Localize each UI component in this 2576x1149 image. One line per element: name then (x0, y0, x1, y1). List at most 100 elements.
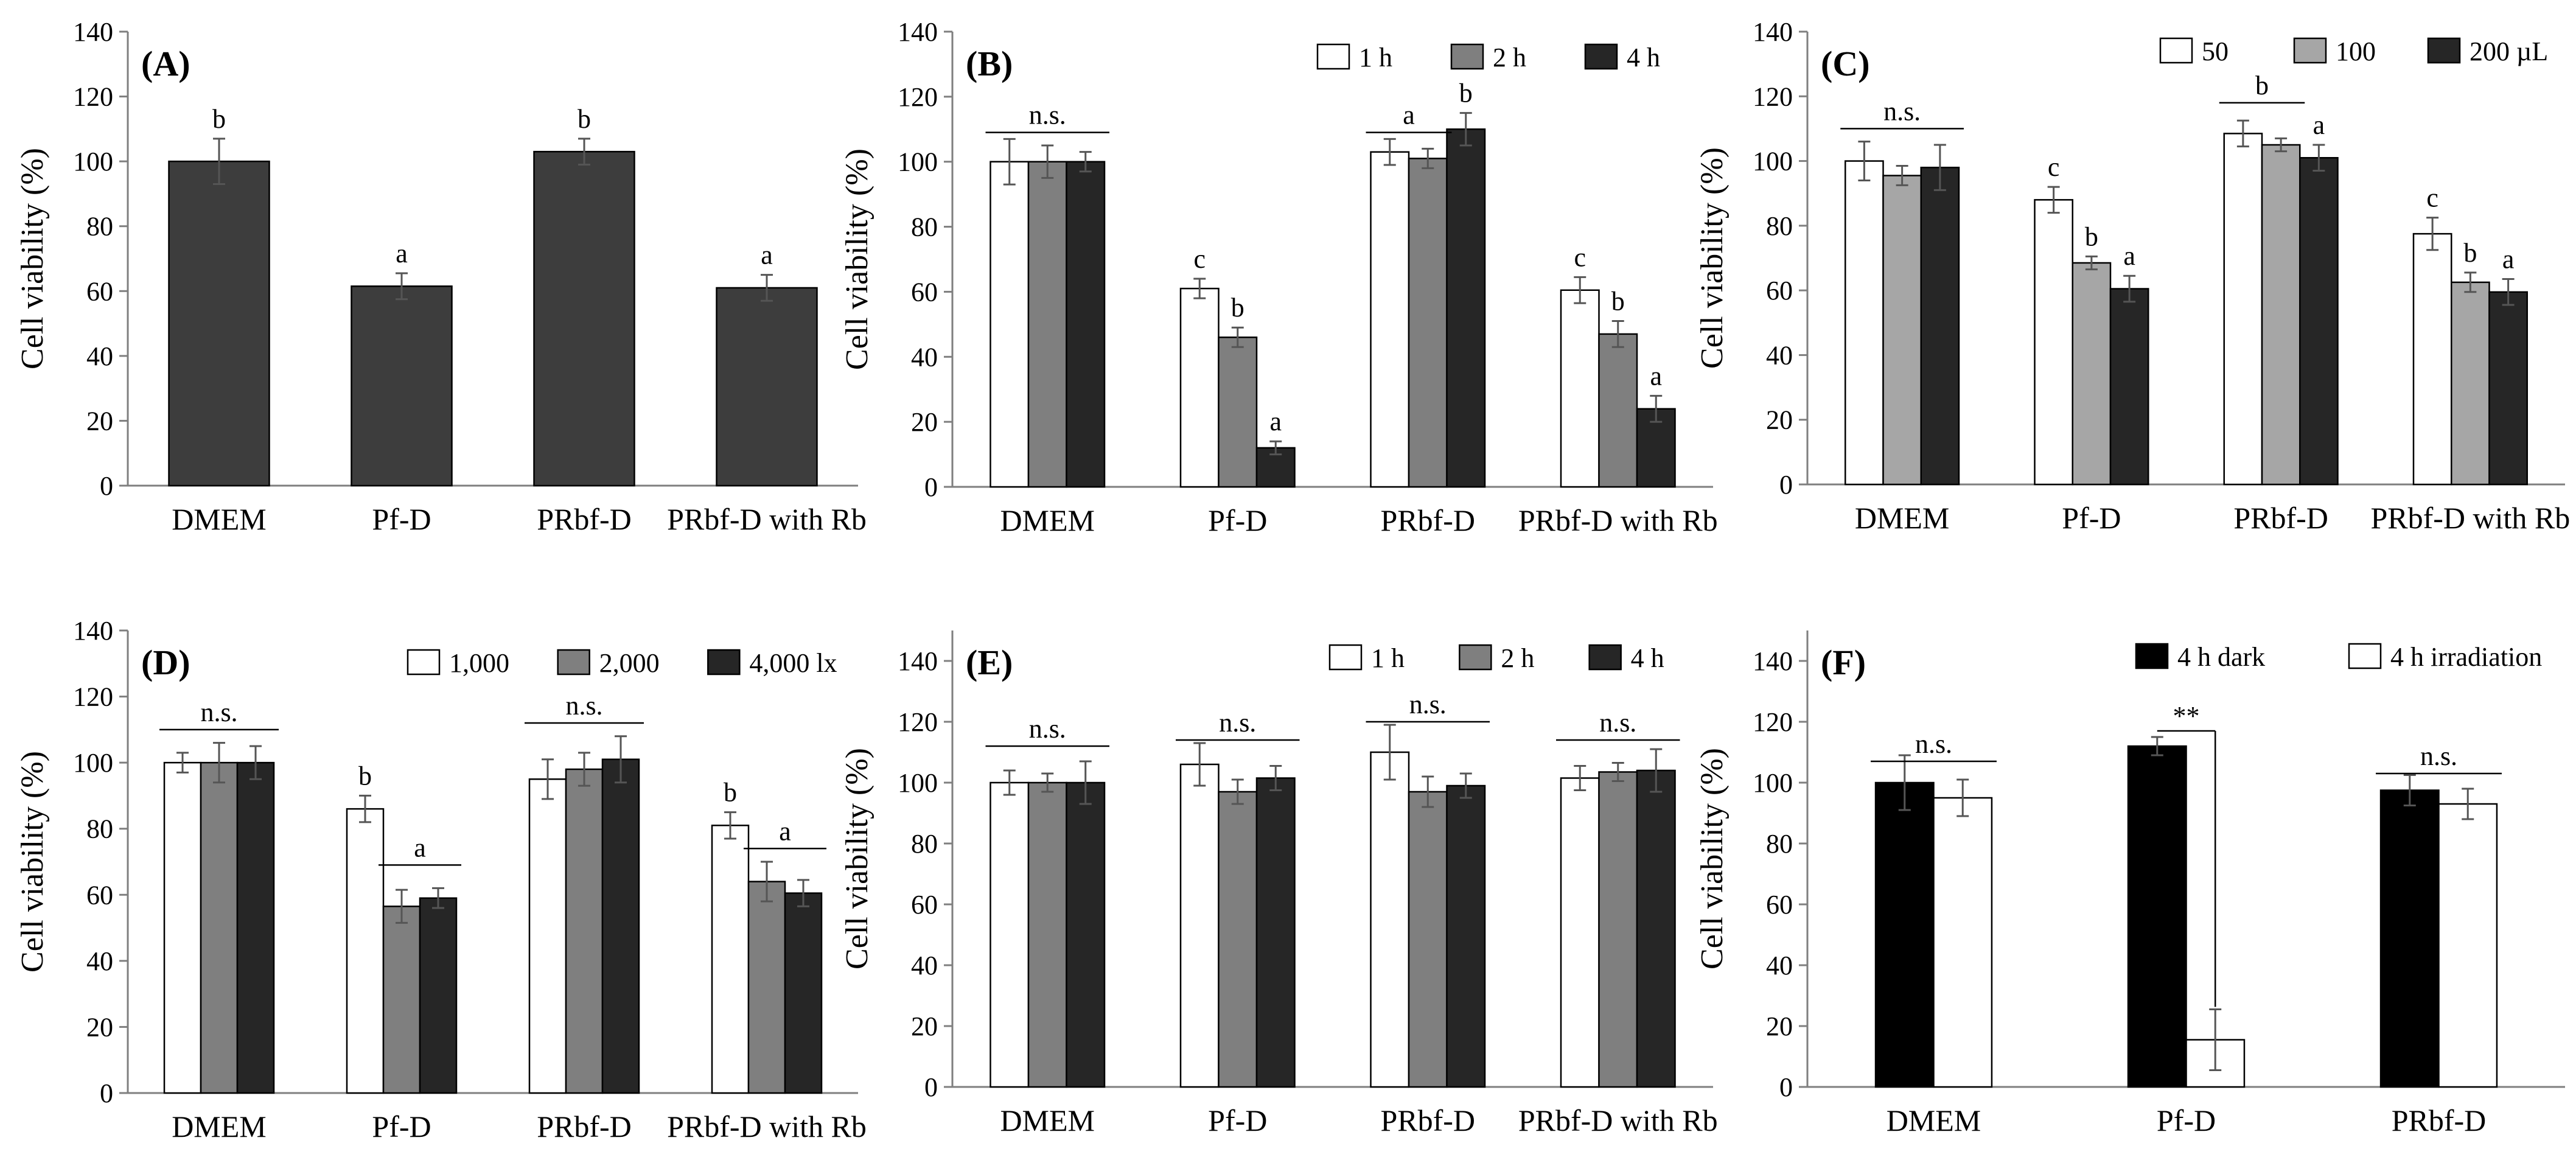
panel-1: 0 20 40 60 80 100 120 140 Cell viability (%) DMEM… (840, 17, 1718, 537)
category-label: DMEM (1000, 503, 1095, 537)
panel-2: 0 20 40 60 80 100 120 140 Cell viability (%) DMEM… (1695, 17, 2570, 535)
bracket-label: n.s. (1219, 708, 1256, 738)
category-label: Pf-D (2157, 1103, 2216, 1137)
bracket-label: n.s. (1409, 690, 1447, 719)
significance-letter: a (1650, 361, 1662, 391)
y-tick-label: 140 (73, 616, 113, 646)
category-label: Pf-D (372, 1109, 431, 1144)
significance-letter: b (1459, 79, 1473, 108)
bar (1636, 769, 1676, 1088)
y-tick-label: 20 (911, 1011, 938, 1041)
legend: 1 h 2 h 4 h (1328, 643, 1664, 673)
legend-swatch (1328, 644, 1363, 671)
legend-swatch (1316, 43, 1350, 70)
panel-4: 0 20 40 60 80 100 120 140 Cell viability (%) DMEM… (840, 630, 1718, 1137)
significance-letter: a (2313, 110, 2325, 140)
panel-label: (E) (966, 643, 1013, 682)
category-label: PRbf-D (2392, 1103, 2487, 1137)
category-label: DMEM (172, 1109, 267, 1144)
category-label: Pf-D (1208, 503, 1267, 537)
legend-label: 1 h (1371, 643, 1405, 673)
bar (601, 758, 640, 1094)
panel-label: (A) (141, 44, 190, 83)
bracket-label: n.s. (1883, 96, 1921, 126)
y-axis-label: Cell viability (%) (840, 748, 874, 969)
category-label: PRbf-D (537, 502, 632, 536)
legend-swatch (1450, 43, 1484, 70)
y-axis-label: Cell viability (%) (1695, 748, 1730, 969)
y-tick-label: 40 (1766, 340, 1793, 370)
bar (533, 150, 635, 487)
bar (1027, 781, 1067, 1088)
bar (2451, 281, 2490, 486)
y-tick-label: 40 (86, 946, 113, 976)
y-tick-label: 0 (924, 472, 938, 502)
y-tick-label: 60 (86, 276, 113, 306)
y-tick-label: 0 (100, 1078, 113, 1108)
bar (2488, 291, 2528, 486)
bar (784, 892, 823, 1094)
y-tick-label: 80 (911, 212, 938, 242)
y-tick-label: 20 (1766, 405, 1793, 435)
sig-label: ** (2173, 701, 2200, 731)
bracket-label: n.s. (200, 697, 237, 727)
legend-label: 4 h (1627, 43, 1660, 72)
y-tick-label: 60 (911, 890, 938, 920)
category-label: PRbf-D with Rb (2370, 501, 2570, 535)
category-label: Pf-D (1208, 1103, 1267, 1137)
significance-letter: b (2463, 238, 2477, 268)
category-label: PRbf-D with Rb (1518, 503, 1718, 537)
significance-letter: a (2123, 241, 2135, 271)
significance-letter: b (212, 104, 226, 134)
legend-label: 200 µL (2470, 37, 2548, 66)
bar (1446, 784, 1486, 1088)
y-tick-label: 0 (924, 1072, 938, 1102)
legend-label: 4,000 lx (749, 648, 837, 678)
legend: 4 h dark 4 h irradiation (2135, 642, 2542, 672)
y-axis-label: Cell viability (%) (1695, 147, 1730, 369)
y-tick-label: 60 (911, 277, 938, 307)
bracket-label: n.s. (1029, 100, 1066, 130)
bar (1027, 161, 1067, 488)
bar (2034, 199, 2073, 486)
significance-letter: b (358, 761, 372, 791)
bar (1066, 161, 1106, 488)
legend-swatch (2159, 37, 2193, 64)
bar (1560, 777, 1600, 1088)
bar (2379, 789, 2440, 1088)
bar (2438, 803, 2498, 1088)
bar (1598, 333, 1638, 488)
bar (2223, 133, 2263, 486)
y-tick-label: 100 (73, 147, 113, 176)
y-tick-label: 100 (898, 147, 938, 177)
legend-label: 1,000 (449, 648, 509, 678)
category-label: Pf-D (2062, 501, 2121, 535)
bar (1920, 166, 1960, 486)
significance-letter: b (2085, 222, 2098, 251)
bar (1636, 408, 1676, 488)
bar (200, 761, 239, 1094)
bar (1560, 289, 1600, 488)
y-tick-label: 100 (73, 748, 113, 778)
bar (346, 808, 385, 1094)
bar (419, 897, 458, 1094)
bar (168, 160, 270, 487)
legend-swatch (2135, 643, 2169, 669)
y-tick-label: 140 (73, 17, 113, 47)
legend-label: 2 h (1493, 43, 1526, 72)
bar (1408, 791, 1448, 1088)
y-tick-label: 140 (898, 646, 938, 676)
category-label: DMEM (172, 502, 267, 536)
significance-letter: a (396, 239, 408, 268)
legend-label: 50 (2202, 37, 2229, 66)
y-tick-label: 40 (86, 341, 113, 371)
bracket-label: n.s. (2420, 741, 2457, 771)
legend-swatch (707, 649, 741, 676)
significance-letter: a (761, 240, 773, 270)
legend-label: 2,000 (599, 648, 660, 678)
legend-swatch (407, 649, 441, 676)
y-tick-label: 120 (73, 682, 113, 712)
significance-letter: b (1231, 293, 1244, 323)
legend-swatch (1584, 43, 1618, 70)
